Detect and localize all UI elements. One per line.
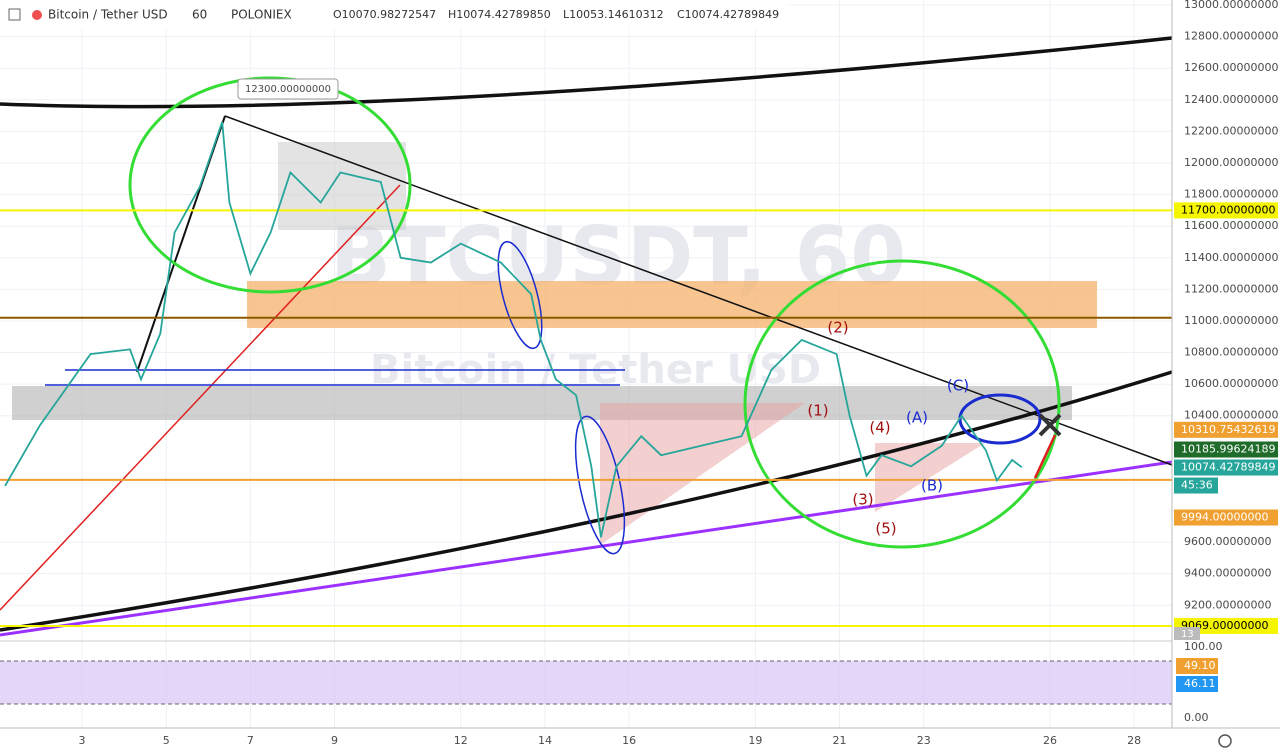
wave-label: (1) <box>807 402 828 420</box>
support-zone <box>12 386 1072 420</box>
volume-tag <box>1174 627 1200 640</box>
price-tag <box>1174 202 1278 219</box>
header-bg <box>0 0 790 30</box>
y-tick-label: 9200.00000000 <box>1184 598 1271 611</box>
price-tag <box>1174 509 1278 526</box>
highlight-ellipse <box>497 240 543 350</box>
callout: 12300.00000000 <box>245 84 331 95</box>
x-tick-label: 12 <box>454 734 468 747</box>
toggle-icon[interactable] <box>8 8 21 21</box>
osc-axis-label: 100.00 <box>1184 640 1223 653</box>
wave-label: (A) <box>906 409 928 427</box>
countdown-bg <box>1174 477 1218 494</box>
target-mark <box>1038 413 1062 437</box>
x-tick-label: 21 <box>833 734 847 747</box>
triangle <box>875 443 985 512</box>
wave-label: (3) <box>852 491 873 509</box>
trend-line <box>0 460 1173 637</box>
trend-line <box>224 115 1173 466</box>
y-tick-label: 11000.00000000 <box>1184 314 1278 327</box>
y-tick-label: 12800.00000000 <box>1184 30 1278 43</box>
ohlc-high: H10074.42789850 <box>448 8 551 21</box>
x-tick-label: 14 <box>538 734 552 747</box>
wave-label: (5) <box>875 520 896 538</box>
price-line <box>4 121 1023 538</box>
wave-label: (B) <box>921 477 943 495</box>
osc-band <box>0 661 1172 704</box>
y-tick-label: 11200.00000000 <box>1184 282 1278 295</box>
x-tick-label: 7 <box>247 734 254 747</box>
arc-line <box>0 36 1173 109</box>
ohlc-low: L10053.14610312 <box>563 8 664 21</box>
price-tag-label: 9994.00000000 <box>1181 511 1268 524</box>
countdown: 45:36 <box>1181 479 1213 492</box>
symbol[interactable]: Bitcoin / Tether USD <box>48 8 168 22</box>
price-tag-label: 10185.99624189 <box>1181 443 1275 456</box>
y-tick-label: 11600.00000000 <box>1184 219 1278 232</box>
arc-line <box>0 370 1173 632</box>
x-tick-label: 28 <box>1127 734 1141 747</box>
x-tick-label: 19 <box>748 734 762 747</box>
wave-label: (4) <box>869 419 890 437</box>
osc-tag-label: 49.10 <box>1184 659 1216 672</box>
plot <box>0 121 1172 627</box>
y-tick-label: 11400.00000000 <box>1184 251 1278 264</box>
x-tick-label: 9 <box>331 734 338 747</box>
resistance-zone <box>247 281 1097 328</box>
axis: 13000.00000000 12800.00000000 12600.000000… <box>79 0 1279 747</box>
y-tick-label: 10600.00000000 <box>1184 377 1278 390</box>
settings-icon[interactable] <box>1218 734 1232 748</box>
osc-tag-label: 46.11 <box>1184 677 1216 690</box>
x-tick-label: 3 <box>79 734 86 747</box>
osc-tag <box>1176 658 1218 674</box>
y-tick-label: 13000.00000000 <box>1184 0 1278 11</box>
ohlc-open: O10070.98272547 <box>333 8 436 21</box>
volume-tag-label: 13 <box>1181 629 1194 640</box>
x-tick-label: 23 <box>917 734 931 747</box>
wave-labels: (1) (2) (3) (4) (5) (A) (B) (C) <box>807 319 969 538</box>
y-tick-label: 9600.00000000 <box>1184 535 1271 548</box>
ohlc-close: C10074.42789849 <box>677 8 779 21</box>
y-tick-label: 12600.00000000 <box>1184 61 1278 74</box>
trend-line <box>0 184 401 611</box>
price-tag-label: 10310.75432619 <box>1181 423 1275 436</box>
price-tag <box>1174 421 1278 438</box>
price-tag-label: 9069.00000000 <box>1181 619 1268 632</box>
highlight-circle <box>743 259 1061 549</box>
y-tick-label: 10800.00000000 <box>1184 346 1278 359</box>
price-tag-label: 10074.42789849 <box>1181 461 1275 474</box>
x-tick-label: 16 <box>622 734 636 747</box>
osc-axis-label: 0.00 <box>1184 711 1209 724</box>
arrow <box>1033 434 1057 479</box>
callout-box <box>237 78 339 100</box>
price-tag <box>1174 441 1278 458</box>
x-tick-label: 26 <box>1043 734 1057 747</box>
y-tick-label: 11800.00000000 <box>1184 188 1278 201</box>
price-tag-label: 11700.00000000 <box>1181 203 1275 216</box>
y-tick-label: 12200.00000000 <box>1184 124 1278 137</box>
y-tick-label: 12000.00000000 <box>1184 156 1278 169</box>
wave-label: (C) <box>947 377 969 395</box>
exchange[interactable]: POLONIEX <box>231 8 292 22</box>
status-dot <box>32 10 42 20</box>
y-tick-label: 10400.00000000 <box>1184 409 1278 422</box>
y-tick-label: 9400.00000000 <box>1184 567 1271 580</box>
interval[interactable]: 60 <box>192 8 207 22</box>
wave-label: (2) <box>827 319 848 337</box>
flag-zone <box>278 142 406 230</box>
price-tag <box>1174 459 1278 476</box>
x-tick-label: 5 <box>163 734 170 747</box>
osc-tag <box>1176 676 1218 692</box>
highlight-circle <box>128 76 412 294</box>
y-tick-label: 12400.00000000 <box>1184 93 1278 106</box>
